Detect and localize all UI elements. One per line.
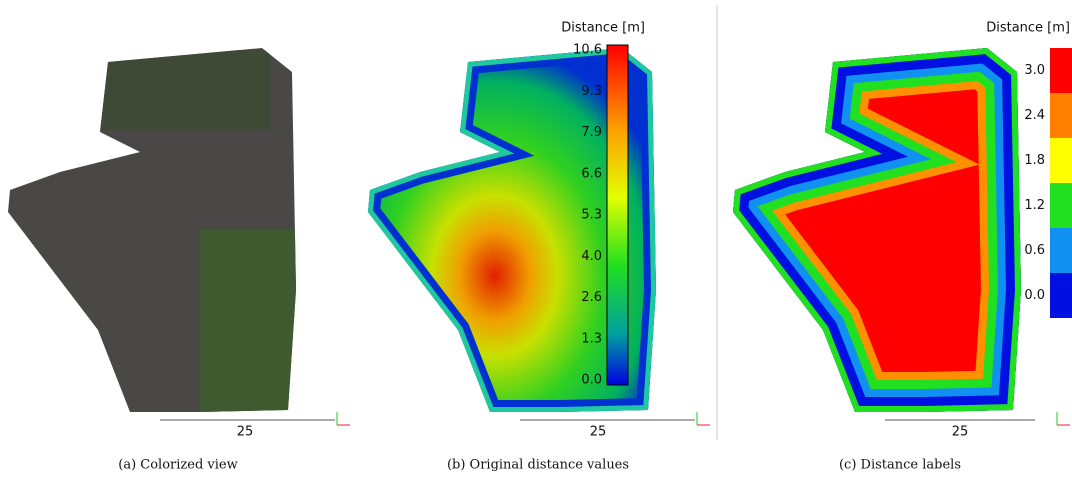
- colorbar-tick-label: 9.3: [581, 84, 602, 99]
- colorbar-step: [1050, 273, 1072, 318]
- scale-label: 25: [952, 425, 969, 440]
- axis-icon: [697, 412, 710, 425]
- colorbar: 3.0 2.4 1.8 1.2 0.6 0.0: [1024, 48, 1072, 318]
- colorbar-tick-label: 1.8: [1024, 153, 1045, 168]
- colorbar-tick-label: 3.0: [1024, 63, 1045, 78]
- scale-label: 25: [237, 425, 254, 440]
- figure: 25 (a) Colorized view Distance [m] 10.6 9…: [0, 0, 1072, 482]
- colorbar: [607, 45, 628, 385]
- point-cloud-labels: [725, 40, 1025, 420]
- colorbar-tick-label: 5.3: [581, 208, 602, 223]
- scale-label: 25: [590, 425, 607, 440]
- colorbar-tick-label: 6.6: [581, 166, 602, 181]
- colorbar-step: [1050, 183, 1072, 228]
- caption: (b) Original distance values: [447, 458, 629, 473]
- axis-icon: [337, 412, 350, 425]
- colorbar-tick-label: 0.0: [1024, 288, 1045, 303]
- caption: (a) Colorized view: [118, 458, 237, 473]
- colorbar-step: [1050, 48, 1072, 93]
- colorbar-tick-label: 2.6: [581, 290, 602, 305]
- colorbar-tick-label: 1.2: [1024, 198, 1045, 213]
- colorbar-tick-label: 4.0: [581, 249, 602, 264]
- colorbar-step: [1050, 138, 1072, 183]
- axis-icon: [1057, 412, 1070, 425]
- colorbar-tick-label: 10.6: [573, 43, 602, 58]
- colorbar-tick-label: 7.9: [581, 125, 602, 140]
- colorbar-title: Distance [m]: [561, 21, 645, 36]
- caption: (c) Distance labels: [839, 458, 961, 473]
- colorbar-step: [1050, 228, 1072, 273]
- colorbar-tick-label: 2.4: [1024, 108, 1045, 123]
- point-cloud-colorized: [0, 40, 300, 420]
- colorbar-tick-label: 0.0: [581, 373, 602, 388]
- colorbar-tick-label: 0.6: [1024, 243, 1045, 258]
- colorbar-step: [1050, 93, 1072, 138]
- colorbar-tick-label: 1.3: [581, 331, 602, 346]
- colorbar-title: Distance [m]: [986, 21, 1070, 36]
